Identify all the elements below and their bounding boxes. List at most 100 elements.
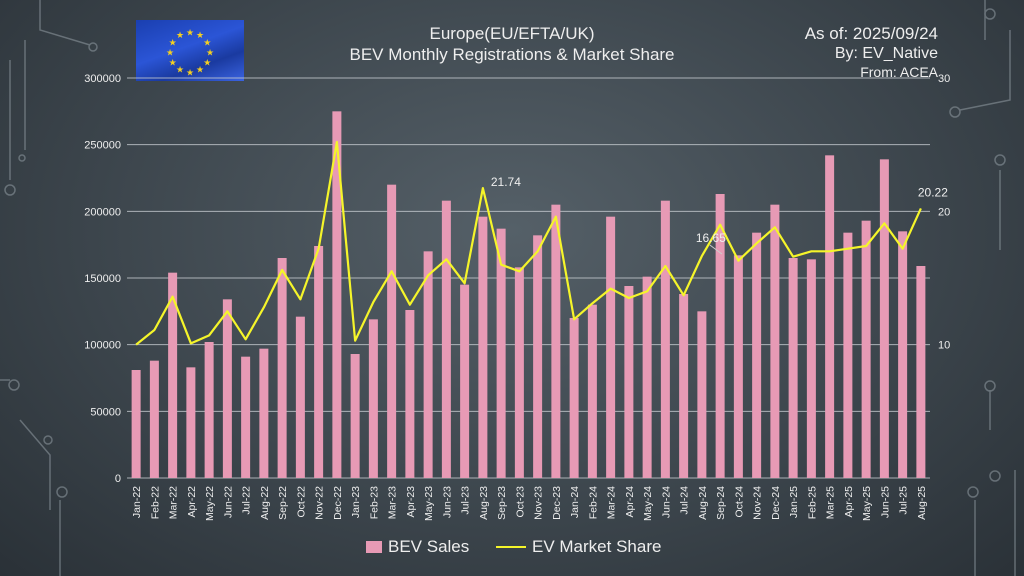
legend-swatch-bar	[366, 541, 382, 553]
star-icon: ★	[203, 37, 211, 47]
bar-bev-sales	[551, 204, 561, 478]
y-left-tick-label: 0	[115, 473, 121, 485]
bar-bev-sales	[496, 228, 506, 478]
x-tick-label: Oct-24	[733, 486, 745, 518]
x-tick-label: Jun-25	[879, 486, 891, 518]
star-icon: ★	[206, 47, 214, 57]
x-tick-label: Dec-22	[332, 486, 344, 520]
x-tick-label: Jun-24	[660, 486, 672, 518]
y-left-tick-label: 300000	[84, 73, 121, 85]
bar-bev-sales	[149, 360, 159, 478]
x-tick-label: Feb-23	[368, 486, 380, 519]
bar-bev-sales	[241, 356, 251, 478]
y-left-tick-label: 150000	[84, 273, 121, 285]
y-right-tick-label: 20	[938, 206, 950, 218]
x-tick-label: Jan-22	[131, 486, 143, 518]
line-ev-market-share	[135, 140, 922, 346]
x-tick-label: Sep-22	[277, 486, 289, 520]
x-tick-label: Dec-24	[770, 486, 782, 520]
x-tick-label: May-24	[642, 486, 654, 521]
x-tick-label: Sep-24	[715, 486, 727, 520]
x-tick-label: Mar-22	[168, 486, 180, 519]
legend-label: BEV Sales	[388, 537, 470, 556]
x-tick-label: Jan-25	[788, 486, 800, 518]
x-tick-label: Sep-23	[496, 486, 508, 520]
bar-bev-sales	[387, 184, 397, 478]
legend-swatch-line	[496, 546, 526, 548]
x-tick-label: Feb-25	[806, 486, 818, 519]
bar-bev-sales	[916, 266, 926, 478]
bar-bev-sales	[186, 367, 196, 478]
x-tick-label: Feb-22	[149, 486, 161, 519]
bar-bev-sales	[222, 299, 232, 478]
data-label: 20.22	[918, 185, 948, 199]
bar-bev-sales	[752, 232, 762, 478]
x-tick-label: Jul-22	[241, 486, 253, 515]
data-label: 21.74	[491, 175, 521, 189]
star-icon: ★	[176, 30, 184, 40]
eu-flag-logo: ★ ★ ★ ★ ★ ★ ★ ★ ★ ★ ★ ★	[136, 20, 244, 81]
bar-bev-sales	[715, 194, 725, 478]
y-left-tick-label: 250000	[84, 140, 121, 152]
x-tick-label: May-22	[204, 486, 216, 521]
x-tick-label: Apr-23	[405, 486, 417, 518]
star-icon: ★	[169, 57, 177, 67]
x-tick-label: Jul-24	[679, 486, 691, 515]
x-tick-label: Oct-22	[295, 486, 307, 518]
bar-bev-sales	[642, 276, 652, 478]
chart-title-line1: Europe(EU/EFTA/UK)	[429, 24, 595, 43]
x-tick-label: Aug-23	[478, 486, 490, 520]
x-tick-label: Feb-24	[587, 486, 599, 519]
x-tick-label: Apr-24	[624, 486, 636, 518]
bar-bev-sales	[879, 159, 889, 479]
star-icon: ★	[186, 27, 194, 37]
y-right-tick-label: 10	[938, 340, 950, 352]
source-credit: From: ACEA	[860, 64, 938, 80]
bar-bev-sales	[259, 348, 269, 478]
chart-title-line2: BEV Monthly Registrations & Market Share	[349, 45, 675, 64]
bar-bev-sales	[898, 231, 908, 478]
x-tick-label: Aug-22	[259, 486, 271, 520]
bar-bev-sales	[168, 272, 178, 478]
star-icon: ★	[203, 57, 211, 67]
bar-bev-sales	[405, 310, 415, 478]
x-tick-label: Jun-22	[222, 486, 234, 518]
x-tick-label: Nov-23	[533, 486, 545, 520]
star-icon: ★	[186, 67, 194, 77]
x-tick-label: Mar-23	[387, 486, 399, 519]
x-tick-label: Aug-25	[916, 486, 928, 520]
bar-bev-sales	[733, 255, 743, 478]
star-icon: ★	[196, 30, 204, 40]
bar-bev-sales	[861, 220, 871, 478]
x-tick-label: Mar-25	[825, 486, 837, 519]
x-tick-label: Oct-23	[514, 486, 526, 518]
x-tick-label: Mar-24	[606, 486, 618, 519]
x-tick-label: Apr-22	[186, 486, 198, 518]
x-tick-label: Dec-23	[551, 486, 563, 520]
x-tick-label: Apr-25	[843, 486, 855, 518]
bar-bev-sales	[606, 216, 616, 478]
legend-ev-share: EV Market Share	[496, 537, 661, 557]
y-left-tick-label: 50000	[90, 406, 121, 418]
bar-bev-sales	[131, 370, 141, 478]
bar-bev-sales	[332, 111, 342, 478]
x-tick-label: Jul-23	[460, 486, 472, 515]
bar-bev-sales	[788, 258, 798, 478]
star-icon: ★	[196, 65, 204, 75]
x-tick-label: Jan-23	[350, 486, 362, 518]
y-left-tick-label: 100000	[84, 340, 121, 352]
bar-bev-sales	[295, 316, 305, 478]
bar-bev-sales	[277, 258, 287, 478]
x-tick-label: Nov-22	[314, 486, 326, 520]
bar-bev-sales	[460, 284, 470, 478]
bar-bev-sales	[441, 200, 451, 478]
star-icon: ★	[166, 47, 174, 57]
bar-bev-sales	[843, 232, 853, 478]
x-tick-label: Jan-24	[569, 486, 581, 518]
bar-bev-sales	[569, 318, 579, 478]
bar-bev-sales	[368, 319, 378, 478]
bar-bev-sales	[697, 311, 707, 478]
as-of-date: As of: 2025/09/24	[804, 24, 938, 43]
bar-bev-sales	[825, 155, 835, 479]
